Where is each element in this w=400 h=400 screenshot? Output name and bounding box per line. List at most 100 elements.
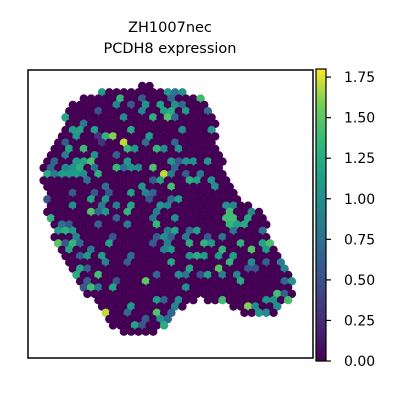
spot-point — [90, 264, 99, 273]
spot-point — [72, 182, 81, 191]
spot-point — [269, 296, 278, 305]
spot-point — [119, 327, 129, 336]
spot-point — [174, 182, 183, 191]
spot-point — [185, 188, 194, 198]
spot-point — [65, 107, 74, 116]
spot-point — [214, 277, 224, 286]
spot-point — [163, 151, 172, 160]
spot-point — [134, 201, 143, 210]
spot-point — [276, 296, 286, 305]
spot-point — [108, 207, 118, 217]
spot-point — [178, 264, 187, 273]
colorbar-tick-label: 0.25 — [344, 313, 375, 329]
spot-point — [200, 264, 209, 273]
spot-point — [123, 296, 132, 305]
spot-point — [127, 302, 136, 311]
spot-point — [116, 107, 125, 116]
spot-point — [65, 220, 74, 229]
chart-title-line-1: ZH1007nec — [128, 20, 212, 36]
spot-point — [138, 283, 147, 292]
spot-point — [159, 119, 169, 128]
spot-point — [156, 264, 165, 273]
spot-point — [57, 233, 67, 242]
spot-point — [181, 195, 191, 204]
spot-point — [254, 207, 264, 217]
spot-point — [200, 125, 209, 135]
spot-point — [72, 119, 81, 128]
spot-layer — [39, 81, 297, 336]
spot-point — [141, 125, 150, 135]
spot-point — [200, 201, 209, 210]
spot-point — [243, 214, 253, 223]
spot-point — [94, 233, 103, 242]
spot-point — [57, 245, 67, 254]
spot-point — [156, 100, 165, 110]
spot-point — [86, 270, 96, 280]
spot-point — [207, 251, 216, 261]
spot-point — [232, 296, 242, 305]
spot-point — [97, 125, 107, 135]
spot-point — [207, 125, 216, 135]
spot-point — [61, 176, 70, 185]
spot-point — [269, 258, 278, 267]
spot-point — [108, 144, 118, 154]
spot-point — [156, 88, 165, 97]
spot-point — [207, 151, 216, 160]
spot-point — [159, 245, 169, 254]
spot-point — [50, 233, 59, 242]
spot-point — [159, 132, 169, 141]
spot-point — [178, 251, 187, 261]
spot-point — [72, 195, 81, 204]
spot-point — [83, 188, 92, 198]
spot-point — [57, 132, 67, 141]
spot-point — [112, 163, 121, 173]
spot-point — [134, 125, 143, 135]
spot-point — [123, 144, 132, 154]
spot-point — [265, 289, 275, 299]
spot-point — [170, 277, 180, 286]
spot-point — [138, 94, 147, 103]
spot-point — [130, 182, 140, 191]
spot-point — [83, 113, 92, 122]
spot-point — [127, 125, 136, 135]
spot-point — [43, 182, 52, 191]
spot-point — [152, 321, 161, 330]
spot-point — [284, 270, 293, 280]
spot-point — [61, 226, 70, 236]
colorbar-tick-label: 0.50 — [344, 273, 375, 289]
spot-point — [218, 220, 227, 229]
spot-point — [207, 289, 216, 299]
spot-point — [105, 176, 114, 185]
spot-point — [79, 270, 89, 280]
spot-point — [174, 119, 183, 128]
spot-point — [181, 296, 191, 305]
spot-point — [225, 220, 234, 229]
spot-point — [229, 226, 238, 236]
spot-point — [178, 176, 187, 185]
spot-point — [203, 245, 213, 254]
spot-point — [130, 170, 140, 179]
spot-point — [181, 258, 191, 267]
spot-point — [262, 283, 271, 292]
spot-point — [68, 100, 78, 110]
spot-point — [232, 233, 242, 242]
spot-point — [181, 182, 191, 191]
spot-point — [75, 125, 85, 135]
spot-point — [167, 233, 176, 242]
spot-point — [159, 107, 169, 116]
spot-point — [72, 233, 81, 242]
spot-point — [130, 94, 140, 103]
spot-point — [192, 100, 202, 110]
spot-point — [243, 226, 253, 236]
spot-point — [170, 125, 180, 135]
spot-point — [75, 113, 85, 122]
spot-point — [192, 239, 202, 248]
spot-point — [130, 157, 140, 166]
spot-point — [127, 188, 136, 198]
spot-point — [90, 176, 99, 185]
spot-point — [94, 107, 103, 116]
spot-point — [127, 226, 136, 236]
spot-point — [178, 239, 187, 248]
spot-point — [116, 157, 125, 166]
spot-point — [247, 245, 256, 254]
